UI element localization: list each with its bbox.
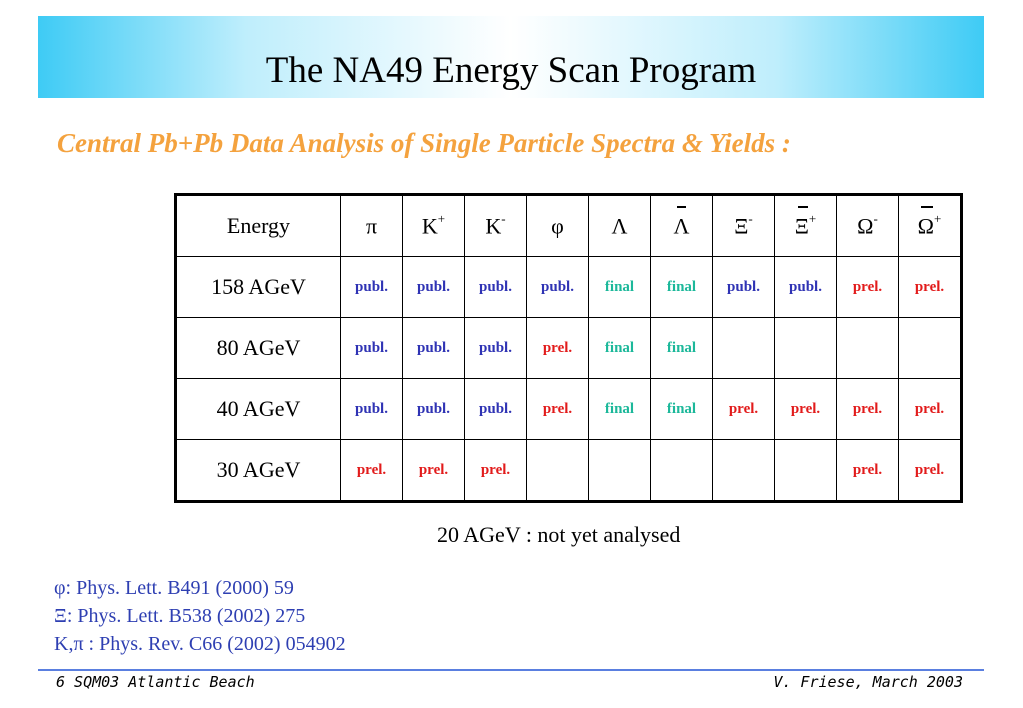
particle-symbol: π — [365, 213, 378, 239]
slide-title: The NA49 Energy Scan Program — [265, 50, 757, 91]
status-cell: prel. — [340, 439, 403, 502]
status-cell: final — [650, 256, 713, 318]
status-cell: publ. — [402, 317, 465, 379]
header-particle: Λ — [588, 194, 651, 257]
status-cell: final — [588, 378, 651, 440]
table-header-row: Energy π K+ K- φ Λ Λ Ξ- Ξ+ Ω- Ω+ — [175, 194, 962, 257]
status-cell — [650, 439, 713, 502]
energy-cell: 80 AGeV — [175, 317, 341, 379]
reference-list: φ: Phys. Lett. B491 (2000) 59 Ξ: Phys. L… — [54, 574, 346, 658]
status-cell — [588, 439, 651, 502]
reference-item: φ: Phys. Lett. B491 (2000) 59 — [54, 577, 294, 599]
status-cell: publ. — [526, 256, 589, 318]
status-cell: publ. — [464, 317, 527, 379]
analysis-note: 20 AGeV : not yet analysed — [437, 522, 681, 547]
reference-item: K,π : Phys. Rev. C66 (2002) 054902 — [54, 633, 346, 655]
status-cell — [712, 317, 775, 379]
table-row: 30 AGeV prel. prel. prel. prel. prel. — [175, 439, 962, 502]
status-table: Energy π K+ K- φ Λ Λ Ξ- Ξ+ Ω- Ω+ 158 AGe… — [174, 193, 963, 503]
status-cell: prel. — [898, 439, 962, 502]
status-cell: prel. — [836, 439, 899, 502]
particle-symbol: Ξ- — [734, 210, 753, 239]
header-antiparticle: Λ — [650, 194, 713, 257]
table-row: 158 AGeV publ. publ. publ. publ. final f… — [175, 256, 962, 318]
header-antiparticle: Ω+ — [898, 194, 962, 257]
header-particle: π — [340, 194, 403, 257]
status-cell: prel. — [464, 439, 527, 502]
header-particle: K- — [464, 194, 527, 257]
status-cell: publ. — [402, 256, 465, 318]
table-row: 40 AGeV publ. publ. publ. prel. final fi… — [175, 378, 962, 440]
status-cell: prel. — [898, 256, 962, 318]
status-cell: final — [650, 378, 713, 440]
overline-bar — [797, 205, 809, 208]
status-cell — [712, 439, 775, 502]
status-cell: final — [650, 317, 713, 379]
antiparticle-symbol: Λ — [674, 205, 689, 239]
table-row: 80 AGeV publ. publ. publ. prel. final fi… — [175, 317, 962, 379]
status-cell: prel. — [836, 256, 899, 318]
status-cell: prel. — [526, 378, 589, 440]
status-cell: publ. — [340, 378, 403, 440]
status-cell — [774, 439, 837, 502]
overline-bar — [920, 205, 934, 208]
overline-bar — [676, 205, 687, 208]
header-antiparticle: Ξ+ — [774, 194, 837, 257]
energy-cell: 158 AGeV — [175, 256, 341, 318]
particle-symbol: K- — [485, 210, 506, 239]
particle-symbol: Ω- — [857, 210, 878, 239]
status-cell: publ. — [712, 256, 775, 318]
status-cell: prel. — [774, 378, 837, 440]
status-cell: publ. — [464, 256, 527, 318]
status-cell: final — [588, 317, 651, 379]
energy-cell: 40 AGeV — [175, 378, 341, 440]
status-cell: prel. — [402, 439, 465, 502]
antiparticle-symbol: Ξ+ — [795, 205, 816, 239]
header-particle: K+ — [402, 194, 465, 257]
footer-divider — [38, 669, 984, 671]
status-cell: prel. — [526, 317, 589, 379]
status-cell — [526, 439, 589, 502]
status-cell: publ. — [340, 317, 403, 379]
title-bar: The NA49 Energy Scan Program — [38, 16, 984, 98]
slide-subtitle: Central Pb+Pb Data Analysis of Single Pa… — [57, 128, 791, 158]
header-particle: φ — [526, 194, 589, 257]
status-cell: final — [588, 256, 651, 318]
status-cell — [774, 317, 837, 379]
header-particle: Ξ- — [712, 194, 775, 257]
status-cell: publ. — [774, 256, 837, 318]
status-cell: prel. — [898, 378, 962, 440]
energy-cell: 30 AGeV — [175, 439, 341, 502]
status-cell: publ. — [340, 256, 403, 318]
particle-symbol: Λ — [611, 213, 628, 239]
footer-right: V. Friese, March 2003 — [773, 673, 963, 691]
status-cell: prel. — [836, 378, 899, 440]
particle-symbol: K+ — [421, 210, 446, 239]
footer-left: 6 SQM03 Atlantic Beach — [56, 673, 255, 691]
particle-symbol: φ — [551, 213, 564, 239]
status-cell: publ. — [464, 378, 527, 440]
status-cell — [836, 317, 899, 379]
header-particle: Ω- — [836, 194, 899, 257]
status-cell: prel. — [712, 378, 775, 440]
status-cell: publ. — [402, 378, 465, 440]
reference-item: Ξ: Phys. Lett. B538 (2002) 275 — [54, 605, 306, 627]
header-energy: Energy — [175, 194, 341, 257]
antiparticle-symbol: Ω+ — [918, 205, 941, 239]
status-cell — [898, 317, 962, 379]
